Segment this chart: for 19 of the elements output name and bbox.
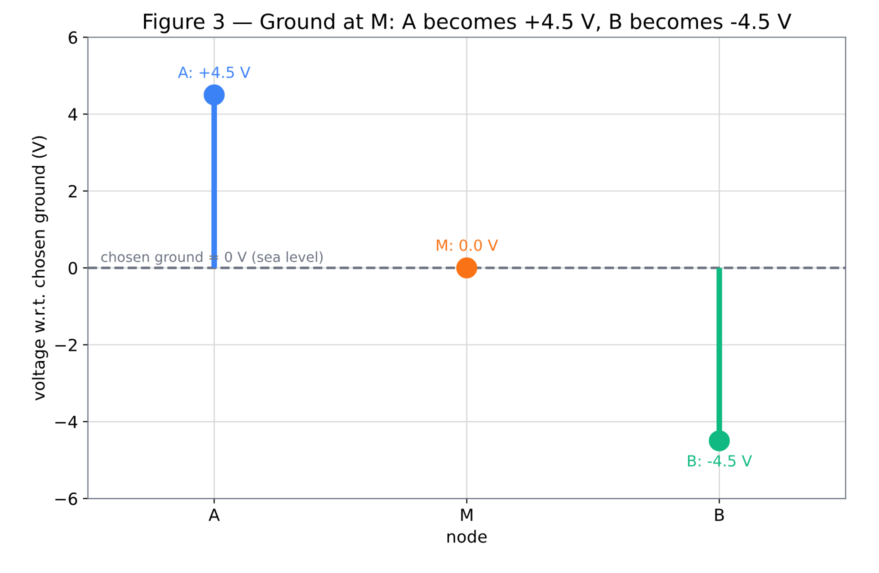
y-tick-label: 2 <box>68 184 77 198</box>
y-tick-label: 6 <box>68 31 78 44</box>
chart-title: Figure 3 — Ground at M: A becomes +4.5 V, B becomes -4.5 V <box>144 13 792 34</box>
y-tick-label: −6 <box>55 492 78 506</box>
data-label: M: 0.0 V <box>436 239 498 252</box>
y-tick-label: 0 <box>68 262 78 274</box>
point <box>204 84 225 106</box>
x-tick-label: B <box>715 508 724 521</box>
y-tick-label: 4 <box>68 108 78 120</box>
y-tick-label: −4 <box>55 416 78 428</box>
y-axis-title: voltage w.r.t. chosen ground (V) <box>32 136 48 400</box>
x-tick-label: M <box>461 508 472 521</box>
data-label: A: +4.5 V <box>178 66 250 78</box>
data-label: B: -4.5 V <box>688 455 752 467</box>
point <box>456 257 478 278</box>
x-axis-title: node <box>447 530 487 543</box>
x-tick-label: A <box>208 508 220 521</box>
point <box>708 430 730 452</box>
y-tick-label: −2 <box>55 338 77 352</box>
